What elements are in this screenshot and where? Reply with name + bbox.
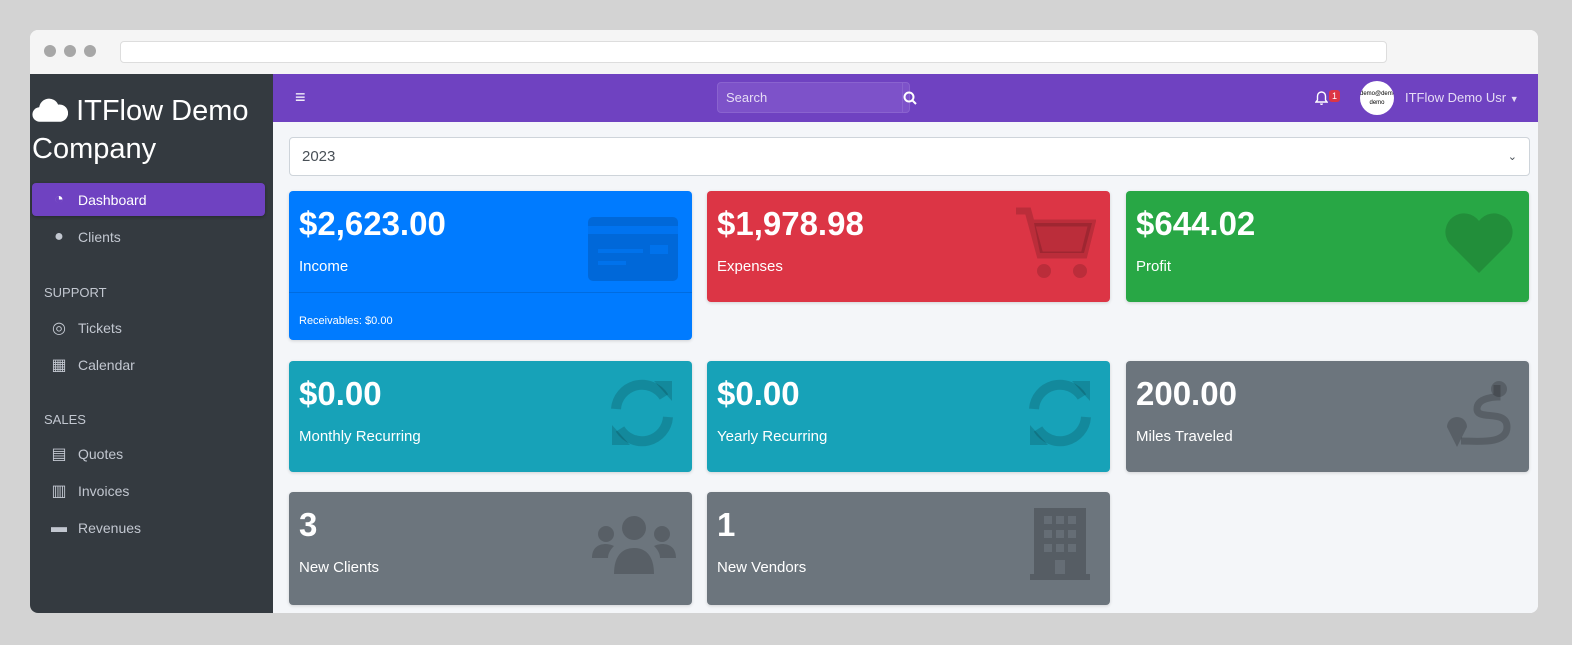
sidebar: ITFlow Demo Company ◔ Dashboard ● Clients … (30, 74, 273, 613)
credit-card-icon (588, 217, 678, 281)
card-label: Monthly Recurring (299, 428, 421, 445)
search-button[interactable] (902, 83, 917, 112)
top-navbar: ≡ 1 demo@demo demo ITFlow Demo Usr ▼ (273, 74, 1538, 122)
browser-window: ITFlow Demo Company ◔ Dashboard ● Clients … (30, 30, 1538, 613)
sidebar-item-clients[interactable]: ● Clients (32, 220, 265, 253)
notification-badge: 1 (1329, 90, 1341, 102)
sidebar-item-label: Tickets (78, 319, 122, 336)
card-label: Miles Traveled (1136, 428, 1233, 445)
search-input[interactable] (718, 83, 902, 112)
card-label: New Clients (299, 559, 380, 576)
sidebar-item-label: Invoices (78, 482, 130, 499)
card-value: $1,978.98 (717, 205, 864, 242)
building-icon (1030, 508, 1090, 580)
card-value: 3 (299, 506, 318, 543)
caret-down-icon: ▼ (1509, 94, 1519, 104)
new-clients-card[interactable]: 3 New Clients (289, 492, 692, 605)
main-content: 2023 ⌄ $2,623.00 Income Receivables: $0.0… (273, 122, 1538, 613)
chevron-down-icon: ⌄ (1507, 151, 1517, 163)
card-label: Yearly Recurring (717, 428, 828, 445)
card-label: Expenses (717, 258, 783, 275)
users-icon (592, 516, 676, 574)
sidebar-item-invoices[interactable]: ▥ Invoices (32, 474, 265, 507)
card-value: $0.00 (299, 375, 382, 412)
heart-icon (1445, 213, 1513, 273)
monthly-recurring-card[interactable]: $0.00 Monthly Recurring (289, 361, 692, 472)
year-select[interactable]: 2023 ⌄ (289, 137, 1530, 176)
yearly-recurring-card[interactable]: $0.00 Yearly Recurring (707, 361, 1110, 472)
receivables-text: Receivables: $0.00 (289, 292, 692, 327)
card-value: $644.02 (1136, 205, 1256, 242)
sync-icon (611, 379, 673, 447)
window-minimize-dot[interactable] (64, 45, 76, 57)
year-select-value: 2023 (302, 148, 336, 165)
route-icon (1447, 381, 1511, 447)
users-icon: ● (54, 227, 64, 245)
sidebar-item-label: Calendar (78, 356, 135, 373)
sidebar-header-support: SUPPORT (44, 285, 107, 300)
credit-card-icon: ▬ (51, 518, 67, 536)
sidebar-item-revenues[interactable]: ▬ Revenues (32, 511, 265, 544)
brand-name: ITFlow Demo Company (32, 95, 249, 165)
card-value: $0.00 (717, 375, 800, 412)
card-label: Profit (1136, 258, 1172, 275)
sidebar-item-label: Revenues (78, 519, 142, 536)
income-card[interactable]: $2,623.00 Income Receivables: $0.00 (289, 191, 692, 340)
card-label: Income (299, 258, 349, 275)
hamburger-menu-icon[interactable]: ≡ (295, 87, 306, 107)
sidebar-header-sales: SALES (44, 412, 86, 427)
profit-card[interactable]: $644.02 Profit (1126, 191, 1529, 302)
search-icon (903, 91, 917, 105)
calendar-icon: ▦ (51, 356, 67, 374)
card-label: New Vendors (717, 559, 807, 576)
sidebar-item-calendar[interactable]: ▦ Calendar (32, 348, 265, 381)
bell-icon (1315, 91, 1328, 105)
sidebar-item-label: Clients (78, 228, 121, 245)
sidebar-item-label: Dashboard (78, 191, 147, 208)
sidebar-item-quotes[interactable]: ▤ Quotes (32, 437, 265, 470)
user-menu[interactable]: ITFlow Demo Usr ▼ (1405, 90, 1519, 105)
avatar[interactable]: demo@demo demo (1360, 81, 1394, 115)
shopping-cart-icon (1016, 207, 1096, 278)
window-maximize-dot[interactable] (84, 45, 96, 57)
sidebar-item-dashboard[interactable]: ◔ Dashboard (32, 183, 265, 216)
user-name: ITFlow Demo Usr (1405, 90, 1507, 105)
expenses-card[interactable]: $1,978.98 Expenses (707, 191, 1110, 302)
sidebar-item-tickets[interactable]: ◎ Tickets (32, 311, 265, 344)
file-icon: ▤ (51, 445, 67, 463)
life-ring-icon: ◎ (52, 319, 66, 337)
window-close-dot[interactable] (44, 45, 56, 57)
miles-traveled-card[interactable]: 200.00 Miles Traveled (1126, 361, 1529, 472)
address-bar[interactable] (120, 41, 1387, 63)
search-form (717, 82, 917, 113)
file-invoice-icon: ▥ (51, 482, 67, 500)
notifications-button[interactable]: 1 (1315, 90, 1345, 106)
new-vendors-card[interactable]: 1 New Vendors (707, 492, 1110, 605)
brand-link[interactable]: ITFlow Demo Company (32, 92, 271, 168)
card-value: $2,623.00 (299, 205, 446, 242)
browser-chrome (30, 30, 1538, 74)
cloud-icon (32, 98, 69, 122)
card-value: 1 (717, 506, 736, 543)
tachometer-icon: ◔ (54, 190, 64, 208)
sync-icon (1029, 379, 1091, 447)
sidebar-item-label: Quotes (78, 445, 124, 462)
card-value: 200.00 (1136, 375, 1237, 412)
